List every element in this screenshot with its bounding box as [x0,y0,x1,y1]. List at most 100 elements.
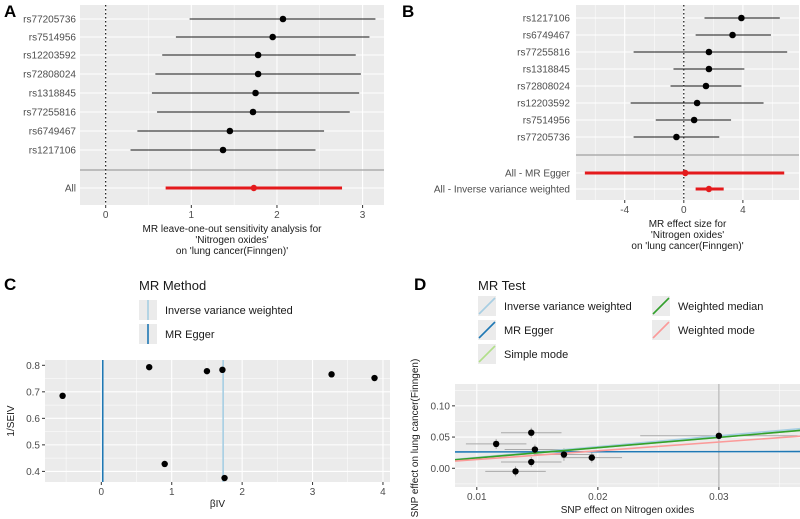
panel-letter-c: C [4,275,16,294]
x-tick-label: 0 [103,210,109,221]
estimate-point [249,108,257,116]
x-tick-label: 4 [380,487,386,498]
legend-label: Inverse variance weighted [504,301,632,313]
x-axis-label: MR effect size for [649,219,727,230]
data-point [512,468,519,475]
row-label: rs77255816 [23,108,76,119]
data-point [221,474,228,482]
overall-estimate-point [705,185,713,193]
y-tick-label: 0.05 [431,433,451,444]
row-label: rs6749467 [523,31,571,42]
overall-estimate-point [250,184,258,192]
data-point [371,374,378,382]
legend-label: Weighted mode [678,325,755,337]
x-tick-label: 0.01 [467,492,487,503]
x-axis-label: on 'lung cancer(Finngen)' [631,241,743,252]
x-tick-label: 0.03 [709,492,729,503]
estimate-point [673,133,680,141]
legend-title: MR Method [139,278,206,293]
legend-title: MR Test [478,278,526,293]
x-tick-label: -4 [620,205,629,216]
panel-letter-a: A [4,2,16,21]
data-point [528,458,535,466]
data-point [203,367,211,375]
x-axis-label: βIV [210,499,226,510]
overall-label: All - Inverse variance weighted [434,185,570,196]
legend-key-line [478,345,496,363]
legend-label: MR Egger [165,329,215,341]
row-label: rs1217106 [523,14,571,25]
estimate-point [705,65,713,73]
estimate-point [705,48,713,56]
data-point [528,429,535,436]
legend-label: Weighted median [678,301,763,313]
x-tick-label: 3 [310,487,316,498]
legend-label: Simple mode [504,349,568,361]
y-tick-label: 0.6 [26,414,40,425]
x-tick-label: 1 [169,487,175,498]
panel-c-scatter-plot: MR Method Inverse variance weighted MR Egg… [6,278,390,510]
data-point [588,454,595,461]
row-label: rs77205736 [23,15,76,26]
panel-letter-d: D [414,275,426,294]
data-point [219,366,226,374]
plot-background [80,5,384,205]
data-point [146,363,153,371]
x-tick-label: 0 [99,487,105,498]
estimate-point [702,82,710,90]
panel-b-forest-plot: rs1217106 rs6749467 rs77255816 rs1318845 rs7… [434,5,799,252]
estimate-point [269,33,276,41]
x-axis-label: 'Nitrogen oxides' [651,230,724,241]
x-tick-label: 0 [681,205,687,216]
x-axis-label: 'Nitrogen oxides' [195,235,268,246]
panel-a-forest-plot: rs77205736 rs7514956 rs12203592 rs72808024 r… [23,5,384,257]
data-point [161,460,168,468]
x-tick-label: 2 [239,487,245,498]
estimate-point [226,127,234,135]
regression-lines [455,427,800,462]
legend-key-line [478,297,496,315]
row-label: rs1217106 [29,146,77,157]
data-point [531,446,539,453]
x-tick-label: 2 [274,210,280,221]
plot-background [45,360,390,482]
row-label: rs77255816 [517,48,570,59]
estimate-point [690,116,698,124]
x-tick-label: 4 [740,205,746,216]
x-axis-label: SNP effect on Nitrogen oxides [561,505,695,516]
row-label: rs7514956 [29,33,77,44]
panel-letter-b: B [402,2,414,21]
y-tick-label: 0.00 [431,464,451,475]
x-tick-label: 3 [360,210,366,221]
overall-label: All [65,184,76,195]
y-axis-label: 1/SEIV [6,405,17,436]
y-tick-label: 0.4 [26,467,40,478]
data-point [492,440,500,448]
row-label: rs72808024 [23,70,76,81]
legend-label: MR Egger [504,325,554,337]
row-label: rs1318845 [29,89,77,100]
row-label: rs7514956 [523,116,571,127]
legend-key-line [652,297,670,315]
estimate-point [219,146,227,154]
overall-label: All - MR Egger [505,169,571,180]
data-point [59,392,66,400]
panel-d-scatter-plot: MR Test Inverse variance weighted MR Egger… [410,278,800,517]
row-label: rs77205736 [517,133,570,144]
data-point [560,451,568,458]
x-axis-label: on 'lung cancer(Finngen)' [176,246,288,257]
row-label: rs1318845 [523,65,571,76]
y-tick-label: 0.7 [26,387,40,398]
estimate-point [254,51,262,59]
overall-estimate-point [682,169,689,177]
regression-line [455,429,800,461]
x-tick-label: 0.02 [588,492,608,503]
y-tick-label: 0.5 [26,440,40,451]
legend-label: Inverse variance weighted [165,305,293,317]
estimate-point [279,15,287,23]
y-tick-label: 0.10 [431,401,451,412]
row-label: rs72808024 [517,82,570,93]
estimate-point [252,89,259,97]
estimate-point [693,99,701,107]
